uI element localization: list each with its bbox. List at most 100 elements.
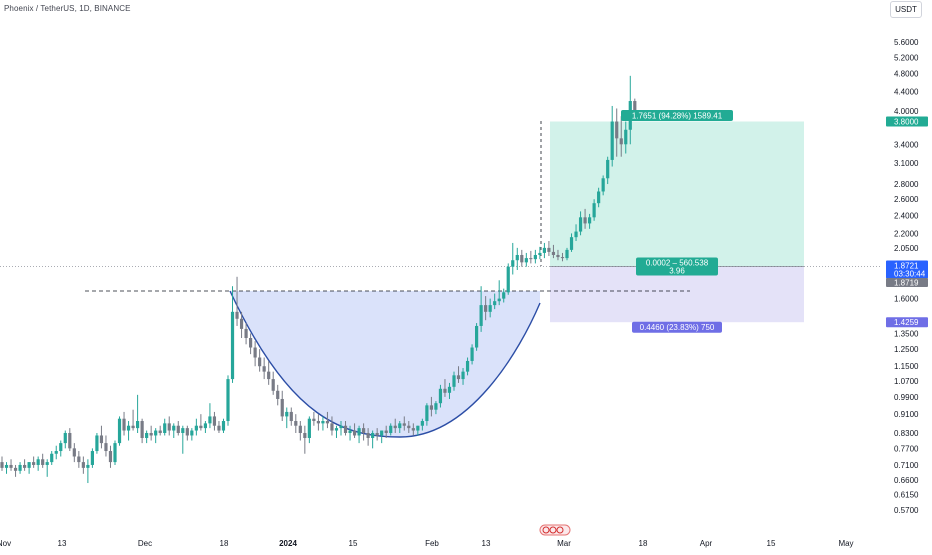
stop-price-badge[interactable]: 1.4259 [886, 317, 928, 328]
candle[interactable] [176, 421, 180, 436]
candle[interactable] [371, 430, 375, 449]
candle[interactable] [610, 105, 614, 167]
candle[interactable] [226, 375, 230, 426]
target-price-badge[interactable]: 3.8000 [886, 116, 928, 127]
candle[interactable] [452, 371, 456, 391]
candle[interactable] [99, 425, 104, 449]
candle[interactable] [244, 323, 248, 345]
candle[interactable] [212, 411, 217, 431]
candle[interactable] [312, 411, 316, 426]
candle[interactable] [208, 403, 212, 429]
candle[interactable] [606, 156, 610, 185]
candle[interactable] [18, 462, 22, 474]
candle[interactable] [13, 464, 18, 477]
candle[interactable] [95, 432, 99, 454]
candle[interactable] [316, 414, 320, 431]
candle[interactable] [253, 341, 257, 367]
candle[interactable] [54, 445, 58, 460]
candle[interactable] [533, 249, 537, 264]
candle[interactable] [77, 451, 81, 468]
candle[interactable] [502, 288, 506, 303]
stop-label[interactable]: 0.4460 (23.83%) 750 [632, 321, 722, 333]
candle[interactable] [597, 187, 601, 208]
candle[interactable] [86, 459, 90, 484]
candle[interactable] [497, 280, 501, 306]
candle[interactable] [352, 423, 357, 438]
candle[interactable] [163, 418, 167, 436]
candle[interactable] [267, 360, 271, 385]
candle[interactable] [194, 418, 198, 436]
candle[interactable] [298, 421, 302, 441]
event-marker-icon[interactable] [539, 524, 571, 536]
candle[interactable] [271, 371, 275, 395]
candle[interactable] [334, 425, 339, 438]
candle[interactable] [619, 116, 623, 157]
candle[interactable] [524, 252, 528, 267]
candle[interactable] [276, 384, 280, 406]
target-label[interactable]: 1.7651 (94.28%) 1589.41 [621, 110, 733, 122]
candle[interactable] [443, 379, 447, 397]
candle[interactable] [479, 286, 483, 332]
candle[interactable] [506, 263, 510, 295]
candle[interactable] [551, 244, 556, 259]
candle[interactable] [578, 211, 583, 236]
candle[interactable] [592, 199, 596, 221]
candle[interactable] [601, 175, 605, 196]
candle[interactable] [461, 368, 465, 385]
candle[interactable] [398, 421, 402, 433]
candle[interactable] [280, 390, 284, 422]
candle[interactable] [41, 453, 45, 468]
candle[interactable] [108, 445, 113, 468]
candle[interactable] [389, 423, 393, 436]
candle[interactable] [262, 357, 266, 380]
candle[interactable] [615, 108, 619, 157]
candle[interactable] [321, 416, 325, 431]
candle[interactable] [425, 403, 429, 426]
candle[interactable] [488, 298, 492, 318]
cup-curve[interactable] [229, 290, 541, 438]
candle[interactable] [217, 421, 221, 433]
candle[interactable] [574, 224, 578, 241]
candle[interactable] [542, 242, 546, 259]
candle[interactable] [72, 443, 76, 463]
candle[interactable] [520, 249, 524, 267]
candle[interactable] [493, 293, 497, 310]
candle[interactable] [199, 414, 203, 431]
candle[interactable] [393, 418, 397, 433]
candle[interactable] [416, 425, 420, 436]
candle[interactable] [325, 411, 330, 429]
candle[interactable] [330, 416, 334, 436]
candle[interactable] [249, 333, 253, 355]
candle[interactable] [511, 242, 515, 275]
candle[interactable] [569, 233, 574, 252]
candle[interactable] [560, 252, 565, 262]
candle[interactable] [529, 250, 533, 264]
candle[interactable] [307, 416, 311, 444]
candle[interactable] [36, 456, 40, 471]
candle[interactable] [68, 428, 72, 452]
candle[interactable] [172, 423, 176, 438]
candle[interactable] [565, 247, 569, 261]
candle[interactable] [384, 425, 388, 438]
candle[interactable] [32, 456, 36, 468]
candle[interactable] [185, 425, 189, 441]
candle[interactable] [235, 276, 239, 326]
candle[interactable] [190, 428, 194, 441]
candle[interactable] [117, 416, 122, 446]
candle[interactable] [136, 394, 140, 433]
candle[interactable] [9, 459, 13, 471]
candle[interactable] [375, 428, 379, 441]
candle[interactable] [357, 425, 361, 444]
candle[interactable] [434, 401, 438, 415]
candle[interactable] [465, 357, 470, 376]
candle[interactable] [348, 425, 352, 441]
candle[interactable] [515, 247, 519, 271]
candle[interactable] [343, 421, 348, 436]
candle[interactable] [538, 246, 542, 260]
candle[interactable] [303, 425, 307, 454]
candle[interactable] [447, 382, 452, 399]
candle[interactable] [59, 440, 63, 457]
candle[interactable] [588, 213, 592, 229]
